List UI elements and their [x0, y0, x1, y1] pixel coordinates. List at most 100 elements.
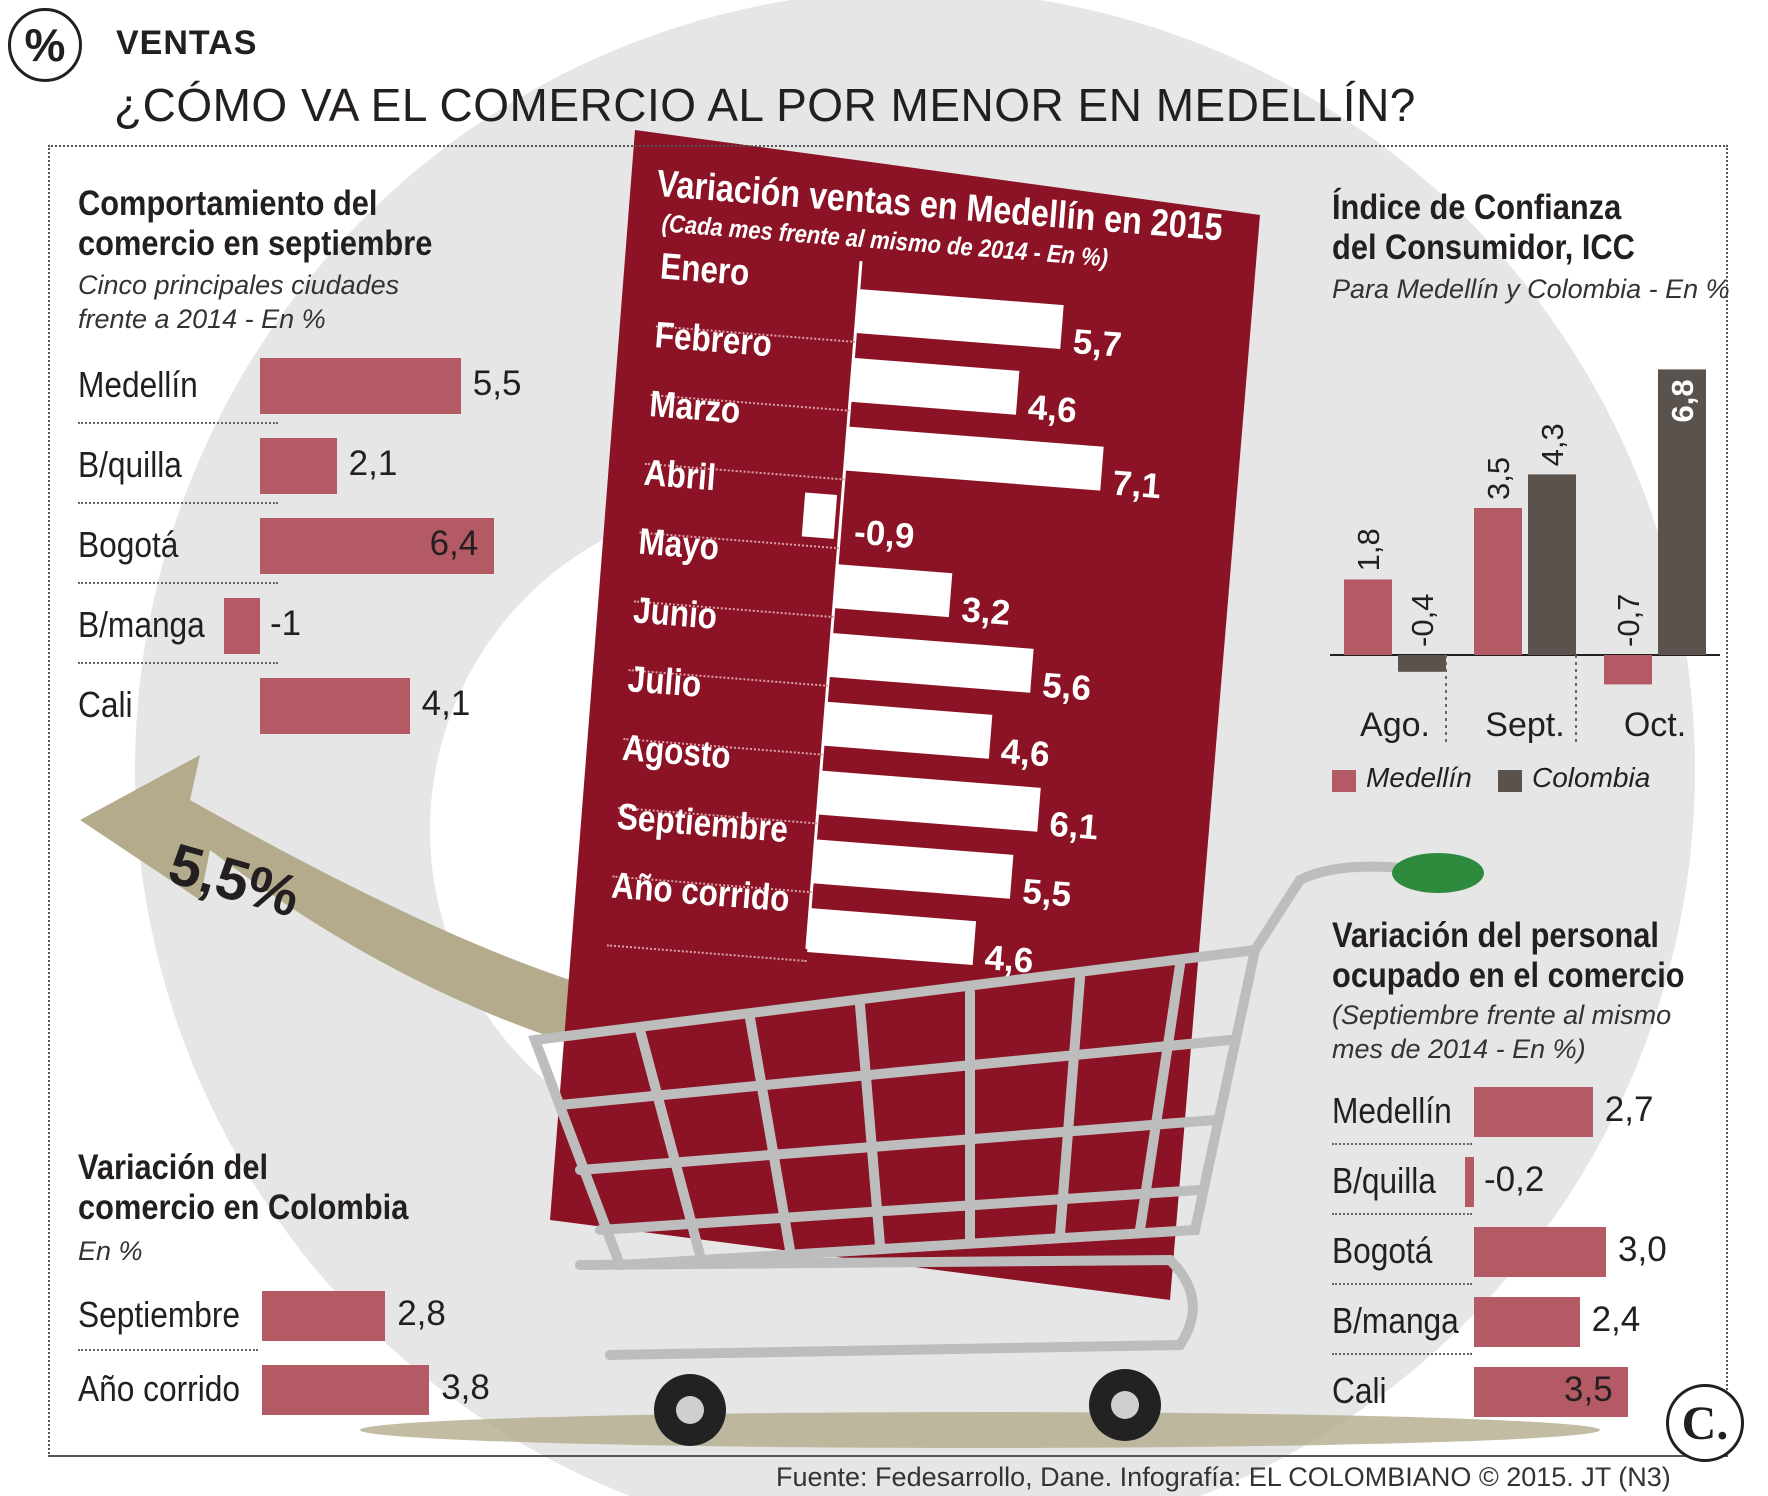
brand-logo-letter: C. [1681, 1396, 1729, 1450]
chart3-plot: 1,8 -0,4 Ago. 3,5 4,3 Sept. -0,7 6,8 Oct. [1330, 369, 1720, 745]
content-frame [48, 145, 1728, 1457]
row-separator [1332, 1353, 1472, 1355]
value-label: 2,7 [1604, 1090, 1654, 1129]
value-bar [262, 1291, 386, 1341]
value-bar [223, 598, 260, 654]
month-bar [834, 564, 953, 618]
value-bar [1465, 1157, 1474, 1207]
row-label: B/manga [1332, 1300, 1459, 1341]
icc-value-label: 4,3 [1535, 423, 1570, 466]
row-label: B/quilla [78, 444, 182, 485]
page-title: ¿CÓMO VA EL COMERCIO AL POR MENOR EN MED… [114, 79, 1416, 131]
month-label: Marzo [648, 383, 742, 432]
month-label: Septiembre [615, 795, 790, 851]
row-label: Cali [78, 684, 133, 725]
value-label: 5,5 [472, 364, 522, 403]
month-separator [606, 944, 807, 963]
value-label: 6,4 [429, 524, 479, 563]
row-label: B/quilla [1332, 1160, 1436, 1201]
month-bar [801, 492, 838, 539]
cart-handle-grip [1392, 853, 1484, 893]
month-value: 6,1 [1047, 804, 1100, 848]
row-separator [78, 502, 278, 504]
value-label: 3,8 [441, 1368, 490, 1407]
icc-bar [1528, 474, 1576, 655]
icc-value-label: 1,8 [1351, 528, 1386, 571]
chart5-title: Variación del comercio en Colombia [78, 1148, 412, 1228]
row-separator [78, 422, 278, 424]
chart3-title-text: Índice de Confianza del Consumidor, ICC [1332, 188, 1635, 267]
icc-bar [1344, 579, 1392, 655]
legend-swatch-medellin [1332, 770, 1356, 792]
month-bar [812, 839, 1014, 899]
value-bar [1474, 1367, 1628, 1417]
month-bar [850, 357, 1019, 415]
value-bar [1474, 1297, 1580, 1347]
month-bar [807, 908, 976, 966]
chart3-subtitle: Para Medellín y Colombia - En % [1332, 274, 1730, 304]
legend-label-colombia: Colombia [1532, 762, 1651, 793]
icc-bar [1604, 655, 1652, 685]
row-separator [78, 662, 278, 664]
value-label: 2,8 [397, 1294, 446, 1333]
month-value: -0,9 [852, 512, 916, 557]
percent-icon: % [8, 8, 82, 82]
row-separator [1332, 1213, 1472, 1215]
month-value: 5,7 [1071, 322, 1124, 365]
value-bar [260, 678, 410, 734]
month-label: Febrero [653, 314, 774, 365]
row-label: Cali [1332, 1370, 1387, 1411]
month-bar [855, 289, 1064, 350]
value-label: -0,2 [1484, 1160, 1545, 1199]
month-label: Junio [631, 589, 719, 637]
value-bar [1474, 1227, 1606, 1277]
chart1-subtitle: Cinco principales ciudades frente a 2014… [78, 270, 400, 334]
month-bar [845, 426, 1104, 491]
section-tag: VENTAS [116, 24, 258, 62]
month-label: Julio [626, 658, 703, 705]
chart1-title: Comportamiento del comercio en septiembr… [78, 184, 448, 264]
value-bar [260, 438, 337, 494]
row-label: Año corrido [78, 1368, 241, 1409]
row-separator [78, 582, 278, 584]
row-label: Medellín [1332, 1090, 1452, 1131]
row-separator [78, 1349, 258, 1351]
chart3-title: Índice de Confianza del Consumidor, ICC [1332, 188, 1666, 268]
month-label: Abril [642, 451, 718, 499]
month-bar [817, 770, 1041, 832]
icc-value-label: -0,4 [1405, 594, 1440, 647]
month-label: Agosto [621, 726, 733, 777]
month-bar [828, 633, 1034, 693]
value-bar [260, 518, 494, 574]
month-label: Mayo [637, 520, 721, 568]
value-label: 3,0 [1618, 1230, 1667, 1269]
chart5-title-text: Variación del comercio en Colombia [78, 1148, 409, 1227]
chart2-panel: Variación ventas en Medellín en 2015 (Ca… [574, 145, 1258, 1289]
icc-bar [1398, 655, 1446, 672]
value-bar [1474, 1087, 1593, 1137]
row-separator [1332, 1143, 1472, 1145]
row-label: Bogotá [1332, 1230, 1433, 1271]
row-separator [1332, 1283, 1472, 1285]
value-label: 2,1 [348, 444, 398, 483]
month-value: 5,6 [1040, 665, 1093, 709]
value-label: 2,4 [1591, 1300, 1641, 1339]
chart4-title-text: Variación del personal ocupado en el com… [1332, 916, 1685, 995]
icc-bar [1658, 369, 1706, 655]
month-value: 3,2 [960, 590, 1012, 633]
icc-category-label: Ago. [1360, 706, 1430, 744]
row-label: Septiembre [78, 1294, 241, 1335]
row-label: B/manga [78, 604, 205, 645]
month-value: 7,1 [1110, 463, 1163, 507]
legend-swatch-colombia [1498, 770, 1522, 792]
value-bar [262, 1365, 430, 1415]
value-bar [260, 358, 461, 414]
month-value: 4,6 [999, 731, 1052, 775]
icc-value-label: 6,8 [1665, 379, 1700, 422]
chart4-title: Variación del personal ocupado en el com… [1332, 916, 1702, 996]
month-value: 5,5 [1021, 871, 1073, 915]
value-label: 4,1 [421, 684, 471, 723]
value-label: -1 [270, 604, 302, 643]
brand-logo: C. [1666, 1384, 1744, 1462]
